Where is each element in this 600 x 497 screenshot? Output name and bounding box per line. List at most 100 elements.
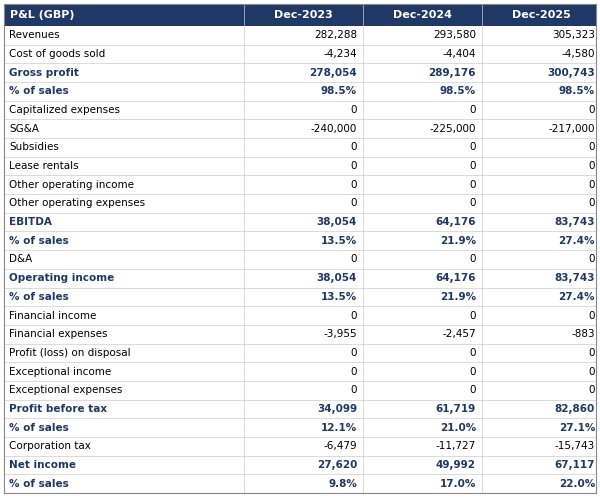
- Text: 0: 0: [470, 105, 476, 115]
- Text: 0: 0: [350, 311, 357, 321]
- Text: 0: 0: [350, 198, 357, 208]
- Bar: [4, 250, 596, 269]
- Text: 9.8%: 9.8%: [328, 479, 357, 489]
- Text: Gross profit: Gross profit: [9, 68, 79, 78]
- Text: 38,054: 38,054: [317, 217, 357, 227]
- Text: 0: 0: [589, 161, 595, 171]
- Text: 98.5%: 98.5%: [321, 86, 357, 96]
- Text: Other operating expenses: Other operating expenses: [9, 198, 145, 208]
- Text: Corporation tax: Corporation tax: [9, 441, 91, 451]
- Text: 98.5%: 98.5%: [559, 86, 595, 96]
- Text: Dec-2025: Dec-2025: [512, 10, 571, 20]
- Text: 0: 0: [589, 385, 595, 395]
- Bar: [4, 288, 596, 306]
- Text: 0: 0: [350, 367, 357, 377]
- Text: 300,743: 300,743: [547, 68, 595, 78]
- Text: 64,176: 64,176: [436, 273, 476, 283]
- Text: 21.9%: 21.9%: [440, 292, 476, 302]
- Text: 13.5%: 13.5%: [321, 236, 357, 246]
- Text: 0: 0: [350, 143, 357, 153]
- Text: -4,404: -4,404: [443, 49, 476, 59]
- Bar: [4, 232, 596, 250]
- Text: 0: 0: [470, 198, 476, 208]
- Text: 282,288: 282,288: [314, 30, 357, 40]
- Text: 61,719: 61,719: [436, 404, 476, 414]
- Bar: [4, 45, 596, 63]
- Bar: [4, 119, 596, 138]
- Bar: [4, 194, 596, 213]
- Text: Lease rentals: Lease rentals: [9, 161, 79, 171]
- Text: 21.9%: 21.9%: [440, 236, 476, 246]
- Text: Financial expenses: Financial expenses: [9, 329, 107, 339]
- Text: Subsidies: Subsidies: [9, 143, 59, 153]
- Text: 27.1%: 27.1%: [559, 422, 595, 432]
- Text: 0: 0: [470, 143, 476, 153]
- Text: -6,479: -6,479: [323, 441, 357, 451]
- Text: -3,955: -3,955: [323, 329, 357, 339]
- Bar: [4, 362, 596, 381]
- Text: Cost of goods sold: Cost of goods sold: [9, 49, 105, 59]
- Text: 49,992: 49,992: [436, 460, 476, 470]
- Text: Exceptional expenses: Exceptional expenses: [9, 385, 122, 395]
- Text: 27.4%: 27.4%: [559, 236, 595, 246]
- Text: -4,580: -4,580: [562, 49, 595, 59]
- Text: 0: 0: [470, 161, 476, 171]
- Text: 34,099: 34,099: [317, 404, 357, 414]
- Bar: [4, 63, 596, 82]
- Text: D&A: D&A: [9, 254, 32, 264]
- Text: Net income: Net income: [9, 460, 76, 470]
- Text: 0: 0: [470, 180, 476, 190]
- Text: 0: 0: [589, 198, 595, 208]
- Text: 12.1%: 12.1%: [321, 422, 357, 432]
- Text: SG&A: SG&A: [9, 124, 39, 134]
- Text: EBITDA: EBITDA: [9, 217, 52, 227]
- Text: -225,000: -225,000: [430, 124, 476, 134]
- Text: 0: 0: [470, 367, 476, 377]
- Text: 0: 0: [589, 311, 595, 321]
- Bar: [4, 157, 596, 175]
- Text: -11,727: -11,727: [436, 441, 476, 451]
- Text: % of sales: % of sales: [9, 86, 69, 96]
- Text: Exceptional income: Exceptional income: [9, 367, 111, 377]
- Text: 98.5%: 98.5%: [440, 86, 476, 96]
- Text: 83,743: 83,743: [554, 273, 595, 283]
- Text: 64,176: 64,176: [436, 217, 476, 227]
- Text: 21.0%: 21.0%: [440, 422, 476, 432]
- Bar: [4, 437, 596, 456]
- Text: 82,860: 82,860: [555, 404, 595, 414]
- Text: 278,054: 278,054: [309, 68, 357, 78]
- Bar: [4, 400, 596, 418]
- Text: 83,743: 83,743: [554, 217, 595, 227]
- Text: % of sales: % of sales: [9, 236, 69, 246]
- Text: % of sales: % of sales: [9, 422, 69, 432]
- Text: Profit (loss) on disposal: Profit (loss) on disposal: [9, 348, 131, 358]
- Bar: [4, 82, 596, 101]
- Text: % of sales: % of sales: [9, 292, 69, 302]
- Bar: [4, 418, 596, 437]
- Bar: [4, 381, 596, 400]
- Text: 0: 0: [350, 348, 357, 358]
- Text: 22.0%: 22.0%: [559, 479, 595, 489]
- Text: 27,620: 27,620: [317, 460, 357, 470]
- Text: 0: 0: [350, 161, 357, 171]
- Bar: [4, 138, 596, 157]
- Text: -217,000: -217,000: [548, 124, 595, 134]
- Text: 17.0%: 17.0%: [440, 479, 476, 489]
- Text: 0: 0: [350, 254, 357, 264]
- Text: 289,176: 289,176: [428, 68, 476, 78]
- Text: P&L (GBP): P&L (GBP): [10, 10, 74, 20]
- Text: 0: 0: [470, 385, 476, 395]
- Bar: [4, 269, 596, 288]
- Text: -15,743: -15,743: [555, 441, 595, 451]
- Text: 27.4%: 27.4%: [559, 292, 595, 302]
- Bar: [4, 456, 596, 474]
- Text: 0: 0: [350, 180, 357, 190]
- Bar: [4, 306, 596, 325]
- Text: 0: 0: [470, 254, 476, 264]
- Bar: [4, 343, 596, 362]
- Text: 0: 0: [350, 385, 357, 395]
- Text: Financial income: Financial income: [9, 311, 97, 321]
- Text: 13.5%: 13.5%: [321, 292, 357, 302]
- Text: Dec-2023: Dec-2023: [274, 10, 333, 20]
- Bar: [4, 175, 596, 194]
